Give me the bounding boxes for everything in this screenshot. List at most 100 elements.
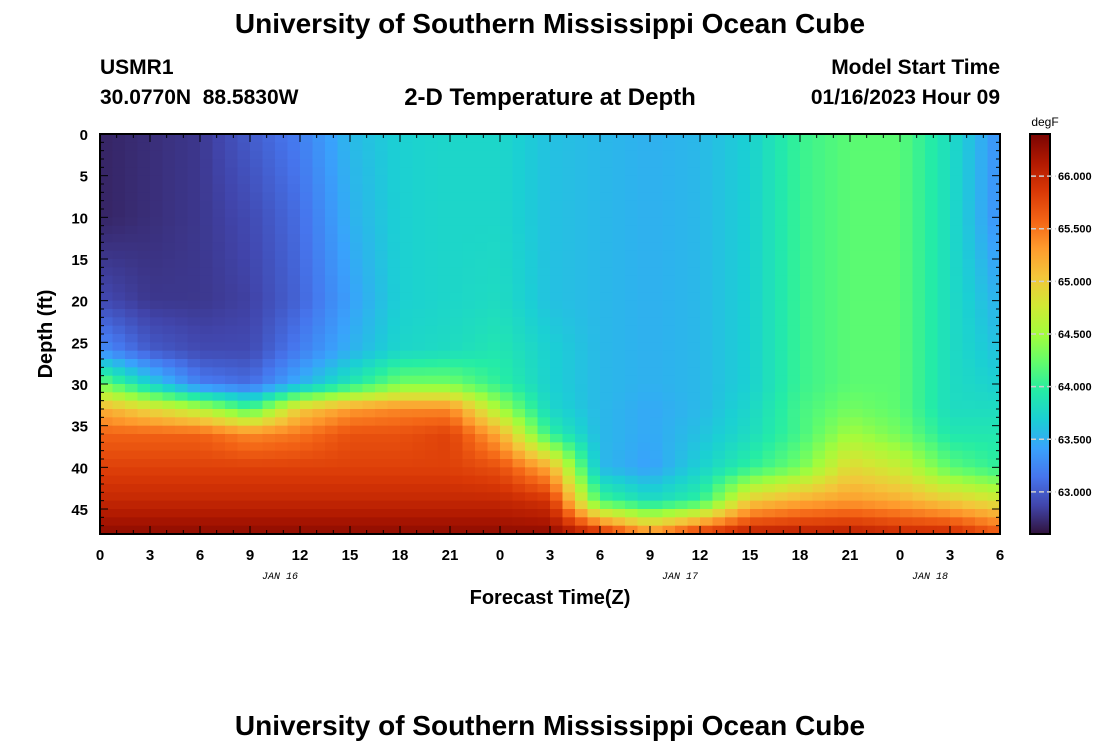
heatmap-cell [212,167,226,177]
heatmap-cell [400,159,414,168]
heatmap-cell [512,400,526,410]
heatmap-cell [750,467,764,477]
heatmap-cell [725,200,739,210]
heatmap-cell [412,475,426,485]
heatmap-cell [850,200,864,210]
heatmap-cell [387,484,401,493]
heatmap-cell [312,275,326,285]
heatmap-cell [887,400,901,410]
heatmap-cell [900,284,914,293]
heatmap-cell [475,459,489,468]
heatmap-cell [800,467,814,477]
heatmap-cell [462,375,476,385]
heatmap-cell [662,234,676,243]
heatmap-cell [625,134,639,143]
heatmap-cell [537,492,551,502]
heatmap-cell [350,309,364,318]
heatmap-cell [175,284,189,293]
heatmap-cell [887,134,901,143]
heatmap-cell [200,459,214,468]
heatmap-cell [875,292,889,302]
heatmap-cell [962,425,976,435]
heatmap-cell [825,200,839,210]
heatmap-cell [575,359,589,368]
heatmap-cell [912,167,926,177]
heatmap-cell [862,392,876,402]
heatmap-cell [537,484,551,493]
heatmap-cell [562,242,576,252]
heatmap-cell [400,509,414,518]
heatmap-cell [800,225,814,235]
heatmap-cell [862,509,876,518]
heatmap-cell [250,134,264,143]
heatmap-cell [412,167,426,177]
heatmap-cell [862,467,876,477]
heatmap-cell [662,175,676,185]
heatmap-cell [837,267,851,277]
heatmap-cell [462,334,476,343]
heatmap-cell [375,367,389,377]
heatmap-cell [475,342,489,352]
heatmap-cell [475,334,489,343]
heatmap-cell [862,442,876,452]
heatmap-cell [700,375,714,385]
heatmap-cell [825,259,839,268]
heatmap-cell [562,317,576,327]
heatmap-cell [437,492,451,502]
heatmap-cell [175,342,189,352]
heatmap-cell [950,134,964,143]
heatmap-cell [262,450,276,460]
heatmap-cell [512,509,526,518]
heatmap-cell [312,359,326,368]
heatmap-cell [237,209,251,218]
heatmap-cell [262,409,276,418]
heatmap-cell [237,417,251,427]
heatmap-cell [800,159,814,168]
heatmap-cell [625,325,639,335]
heatmap-cell [400,442,414,452]
heatmap-cell [487,259,501,268]
heatmap-cell [775,309,789,318]
heatmap-cell [775,392,789,402]
heatmap-cell [537,192,551,202]
heatmap-cell [300,250,314,260]
heatmap-cell [725,459,739,468]
heatmap-cell [862,350,876,360]
heatmap-cell [475,417,489,427]
heatmap-cell [162,384,176,393]
heatmap-cell [312,292,326,302]
heatmap-cell [287,442,301,452]
heatmap-cell [650,500,664,510]
heatmap-cell [150,450,164,460]
heatmap-cell [987,284,1001,293]
heatmap-cell [712,459,726,468]
heatmap-cell [962,284,976,293]
heatmap-cell [262,392,276,402]
heatmap-cell [100,467,114,477]
heatmap-cell [787,342,801,352]
heatmap-cell [562,159,576,168]
heatmap-cell [125,459,139,468]
heatmap-cell [825,192,839,202]
heatmap-cell [587,292,601,302]
heatmap-cell [562,292,576,302]
heatmap-cell [375,500,389,510]
heatmap-cell [175,509,189,518]
heatmap-cell [725,367,739,377]
heatmap-cell [587,467,601,477]
heatmap-cell [475,317,489,327]
heatmap-cell [975,259,989,268]
colorbar-tick-label: 64.500 [1058,329,1092,341]
heatmap-cell [550,275,564,285]
heatmap-cell [937,484,951,493]
heatmap-cell [900,434,914,443]
heatmap-cell [687,192,701,202]
colorbar-tick-label: 65.000 [1058,276,1092,288]
heatmap-cell [500,175,514,185]
heatmap-cell [200,275,214,285]
heatmap-cell [400,409,414,418]
heatmap-cell [837,459,851,468]
heatmap-cell [262,525,276,535]
heatmap-cell [925,434,939,443]
heatmap-cell [537,500,551,510]
